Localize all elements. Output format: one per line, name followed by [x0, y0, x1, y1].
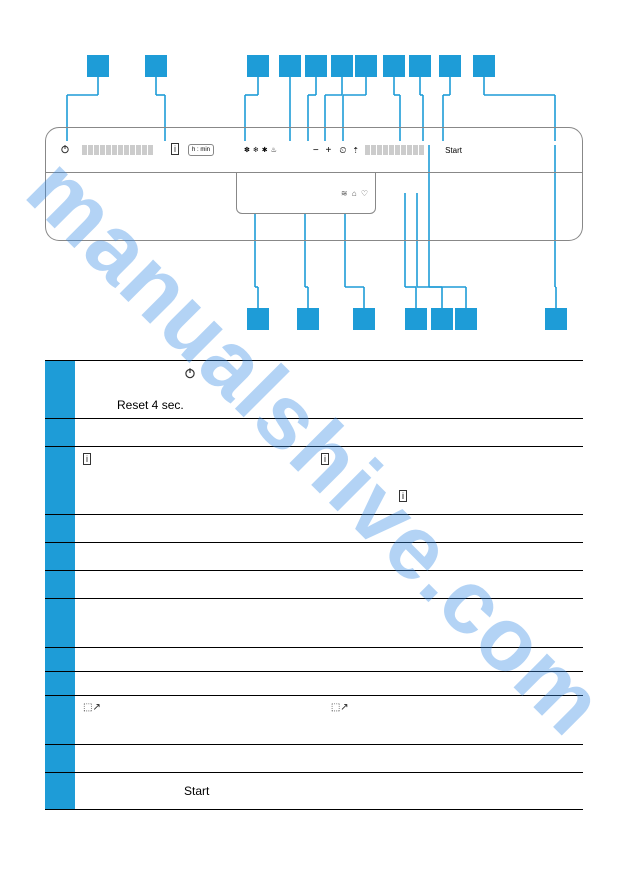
row-marker [45, 599, 75, 647]
callout-square [405, 308, 427, 330]
row-body [75, 419, 583, 446]
row-marker [45, 361, 75, 418]
callout-square [355, 55, 377, 77]
table-row [45, 570, 583, 598]
callout-square [247, 55, 269, 77]
display-icons: ≋ ⌂ ♡ [341, 189, 369, 198]
callout-square [439, 55, 461, 77]
callout-square [331, 55, 353, 77]
⏻-icon [184, 367, 196, 382]
program-bar-left [82, 145, 162, 155]
appliance-body: i h : min ✽❄✱♨ − + ⏲ ⇡ Start ≋ ⌂ ♡ [45, 127, 583, 241]
control-panel: i h : min ✽❄✱♨ − + ⏲ ⇡ Start [45, 127, 583, 173]
info-button[interactable]: i [168, 145, 182, 155]
info-icon: i [399, 488, 407, 502]
timer-button[interactable]: ⏲ [339, 145, 346, 156]
table-row [45, 598, 583, 647]
callout-square [431, 308, 453, 330]
callout-square [145, 55, 167, 77]
row-body [75, 672, 583, 695]
row-marker [45, 696, 75, 744]
table-row [45, 514, 583, 542]
row-body: i i i [75, 447, 583, 514]
row-body: ⬚↗ ⬚↗ [75, 696, 583, 744]
callout-square [409, 55, 431, 77]
callout-square [297, 308, 319, 330]
appliance-diagram: i h : min ✽❄✱♨ − + ⏲ ⇡ Start ≋ ⌂ ♡ [45, 55, 583, 355]
callout-square [383, 55, 405, 77]
row-marker [45, 648, 75, 671]
front-display: ≋ ⌂ ♡ [236, 172, 376, 214]
row-body [75, 745, 583, 772]
row-body: Reset 4 sec. [75, 361, 583, 418]
row-marker [45, 672, 75, 695]
row-marker [45, 571, 75, 598]
table-row [45, 647, 583, 671]
row-body [75, 648, 583, 671]
nav-buttons[interactable]: − + [313, 145, 333, 156]
callout-square [473, 55, 495, 77]
table-row: ⬚↗ ⬚↗ [45, 695, 583, 744]
i_box-icon: i [83, 453, 91, 465]
row-body [75, 571, 583, 598]
row-body [75, 515, 583, 542]
table-row: Start [45, 772, 583, 810]
minus-button[interactable]: − [313, 145, 321, 156]
callout-square [279, 55, 301, 77]
row-marker [45, 745, 75, 772]
row-text: Reset 4 sec. [117, 398, 184, 412]
table-row [45, 744, 583, 772]
row-marker [45, 543, 75, 570]
row-body [75, 599, 583, 647]
row-text: Start [184, 784, 209, 798]
row-marker [45, 447, 75, 514]
power-button[interactable] [54, 144, 76, 157]
row-marker [45, 515, 75, 542]
door-open-icon: ⇡ [352, 146, 359, 155]
start-button[interactable]: Start [445, 146, 462, 155]
door-icon: ⬚↗ [83, 702, 101, 713]
callout-square [545, 308, 567, 330]
i_box-icon: i [321, 453, 329, 465]
callout-square [455, 308, 477, 330]
row-marker [45, 419, 75, 446]
table-row [45, 542, 583, 570]
callout-square [353, 308, 375, 330]
plus-button[interactable]: + [326, 145, 334, 156]
legend-table: Reset 4 sec. i i i ⬚↗ ⬚↗ Start [45, 360, 583, 810]
appliance-front: ≋ ⌂ ♡ [45, 173, 583, 241]
callout-square [305, 55, 327, 77]
table-row [45, 671, 583, 695]
table-row: i i i [45, 446, 583, 514]
callout-square [247, 308, 269, 330]
row-marker [45, 773, 75, 809]
time-display: h : min [188, 144, 214, 156]
option-icons: ✽❄✱♨ [244, 146, 277, 154]
door-icon: ⬚↗ [331, 702, 349, 713]
callout-square [87, 55, 109, 77]
table-row [45, 418, 583, 446]
row-body: Start [75, 773, 583, 809]
row-body [75, 543, 583, 570]
program-bar-right [365, 145, 435, 155]
table-row: Reset 4 sec. [45, 360, 583, 418]
